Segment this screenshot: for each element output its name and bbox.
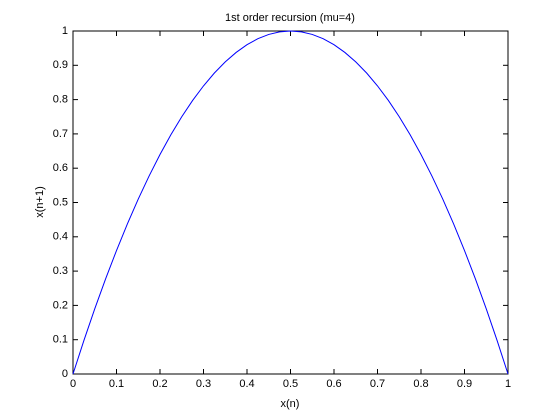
axes-box: [72, 30, 509, 375]
x-tick-label: 0.1: [109, 378, 124, 390]
y-tick-label: 0.3: [53, 265, 68, 277]
x-tick-label: 0.8: [413, 378, 428, 390]
y-tick-label: 0.5: [53, 196, 68, 208]
x-tick-label: 0.2: [152, 378, 167, 390]
y-tick-label: 0.9: [53, 59, 68, 71]
y-tick-label: 0.6: [53, 162, 68, 174]
x-axis-label: x(n): [281, 398, 300, 410]
x-tick-label: 0.9: [457, 378, 472, 390]
y-axis-label: x(n+1): [34, 186, 46, 218]
x-tick-label: 0.5: [283, 378, 298, 390]
y-tick-label: 0.1: [53, 334, 68, 346]
y-tick-label: 1: [62, 25, 68, 37]
chart-title: 1st order recursion (mu=4): [225, 12, 355, 24]
y-tick-label: 0.8: [53, 94, 68, 106]
y-tick-label: 0: [62, 368, 68, 380]
y-tick-label: 0.7: [53, 128, 68, 140]
x-tick-label: 0.7: [370, 378, 385, 390]
x-tick-label: 0: [70, 378, 76, 390]
y-tick-label: 0.2: [53, 299, 68, 311]
x-tick-label: 0.6: [326, 378, 341, 390]
x-tick-label: 0.4: [239, 378, 254, 390]
x-tick-label: 1: [505, 378, 511, 390]
line-series: [72, 30, 509, 375]
x-tick-label: 0.3: [196, 378, 211, 390]
y-tick-label: 0.4: [53, 231, 68, 243]
